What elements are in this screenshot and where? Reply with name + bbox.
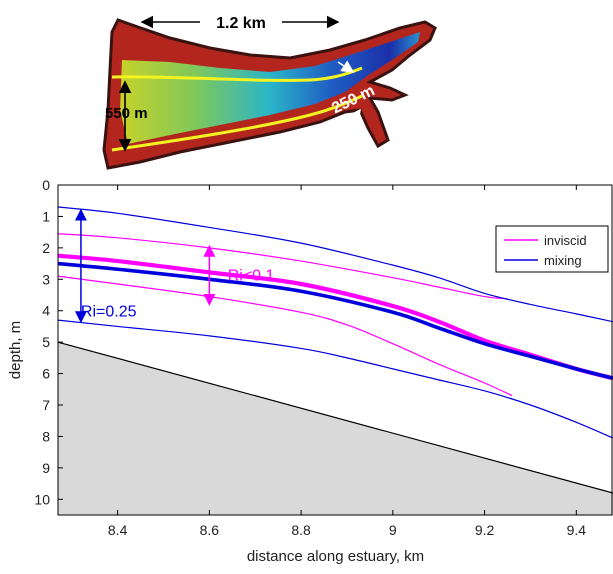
y-tick-label: 3 xyxy=(42,271,50,287)
y-tick-label: 5 xyxy=(42,334,50,350)
x-tick-label: 9.4 xyxy=(567,522,587,538)
y-tick-label: 1 xyxy=(42,208,50,224)
x-axis-label: distance along estuary, km xyxy=(247,548,424,565)
legend-label: mixing xyxy=(544,253,582,268)
annotation-label: Ri=0.25 xyxy=(81,304,137,321)
y-tick-label: 10 xyxy=(34,491,50,507)
length-label: 1.2 km xyxy=(216,15,266,32)
y-tick-label: 0 xyxy=(42,177,50,193)
series-mixing-interface xyxy=(57,261,613,381)
estuary-centerline-south xyxy=(111,94,363,152)
y-tick-label: 6 xyxy=(42,366,50,382)
throat-arrow-top xyxy=(337,60,355,73)
bed-line xyxy=(57,341,613,494)
estuary-channel xyxy=(120,32,420,144)
x-tick-label: 8.4 xyxy=(108,522,128,538)
series-inviscid-interface xyxy=(57,253,613,381)
length-label-bg xyxy=(200,12,282,32)
annotation-label: Ri<0.1 xyxy=(228,268,275,285)
estuary-centerline-north xyxy=(111,66,363,82)
legend-box xyxy=(495,225,609,273)
bed-fill xyxy=(58,342,613,515)
estuary-bank-rough xyxy=(102,18,437,170)
series-inviscid-lower xyxy=(57,275,513,397)
plot-frame xyxy=(57,184,613,516)
series-mixing-lower xyxy=(57,319,613,439)
y-tick-label: 2 xyxy=(42,240,50,256)
width-label: 550 m xyxy=(105,105,148,122)
y-tick-label: 9 xyxy=(42,460,50,476)
x-tick-label: 9.2 xyxy=(475,522,495,538)
y-axis-label: depth, m xyxy=(7,321,24,379)
series-inviscid-upper xyxy=(57,233,508,300)
inset-map: 1.2 km 550 m 250 m xyxy=(102,12,437,170)
throat-arrow-bottom xyxy=(348,108,361,125)
series-mixing-upper xyxy=(57,206,613,323)
x-tick-label: 8.8 xyxy=(291,522,311,538)
y-tick-label: 7 xyxy=(42,397,50,413)
depth-chart: 8.4 8.6 8.8 9 9.2 9.4 0 1 2 3 4 5 6 7 8 9 10 Ri<0.1 Ri=0.… xyxy=(7,177,613,565)
x-tick-label: 8.6 xyxy=(200,522,220,538)
legend-label: inviscid xyxy=(544,233,587,248)
y-tick-label: 4 xyxy=(42,303,50,319)
y-tick-label: 8 xyxy=(42,428,50,444)
x-tick-label: 9 xyxy=(389,522,397,538)
